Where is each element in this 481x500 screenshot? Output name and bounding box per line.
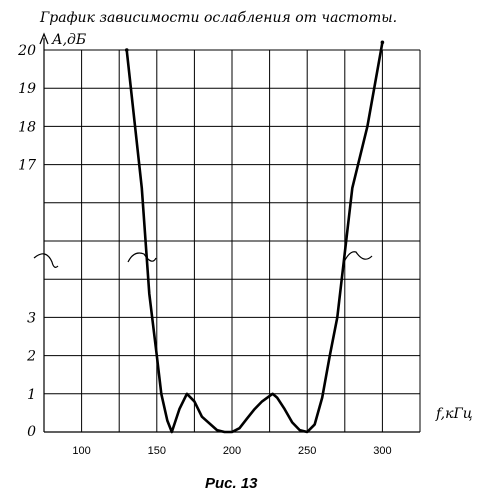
y-tick-label: 2 xyxy=(26,349,36,365)
series-line xyxy=(125,42,384,434)
x-axis-label: f,кГц xyxy=(435,406,473,422)
x-tick-label: 300 xyxy=(373,445,391,457)
y-axis-label: А,дБ xyxy=(51,32,86,48)
grid xyxy=(44,49,421,432)
y-tick-label: 3 xyxy=(27,310,36,326)
series-point xyxy=(380,40,385,45)
y-tick-label: 19 xyxy=(18,81,36,97)
y-tick-label: 1 xyxy=(27,387,36,403)
series-point xyxy=(124,48,129,52)
y-tick-label: 18 xyxy=(18,119,36,135)
y-axis-arrow xyxy=(39,32,49,45)
y-tick-label: 20 xyxy=(17,43,36,59)
y-tick-label: 17 xyxy=(18,158,36,174)
y-tick-label: 0 xyxy=(27,424,36,440)
x-tick-label: 200 xyxy=(223,445,241,457)
axis-break-left xyxy=(33,253,59,268)
x-tick-label: 250 xyxy=(298,445,316,457)
axis-break-mid xyxy=(127,252,157,263)
figure-caption: Рис. 13 xyxy=(205,475,258,492)
x-tick-label: 100 xyxy=(72,445,90,457)
axis-break-right xyxy=(343,251,373,263)
x-tick-label: 150 xyxy=(148,445,166,457)
chart-title: График зависимости ослабления от частоты… xyxy=(39,10,397,26)
